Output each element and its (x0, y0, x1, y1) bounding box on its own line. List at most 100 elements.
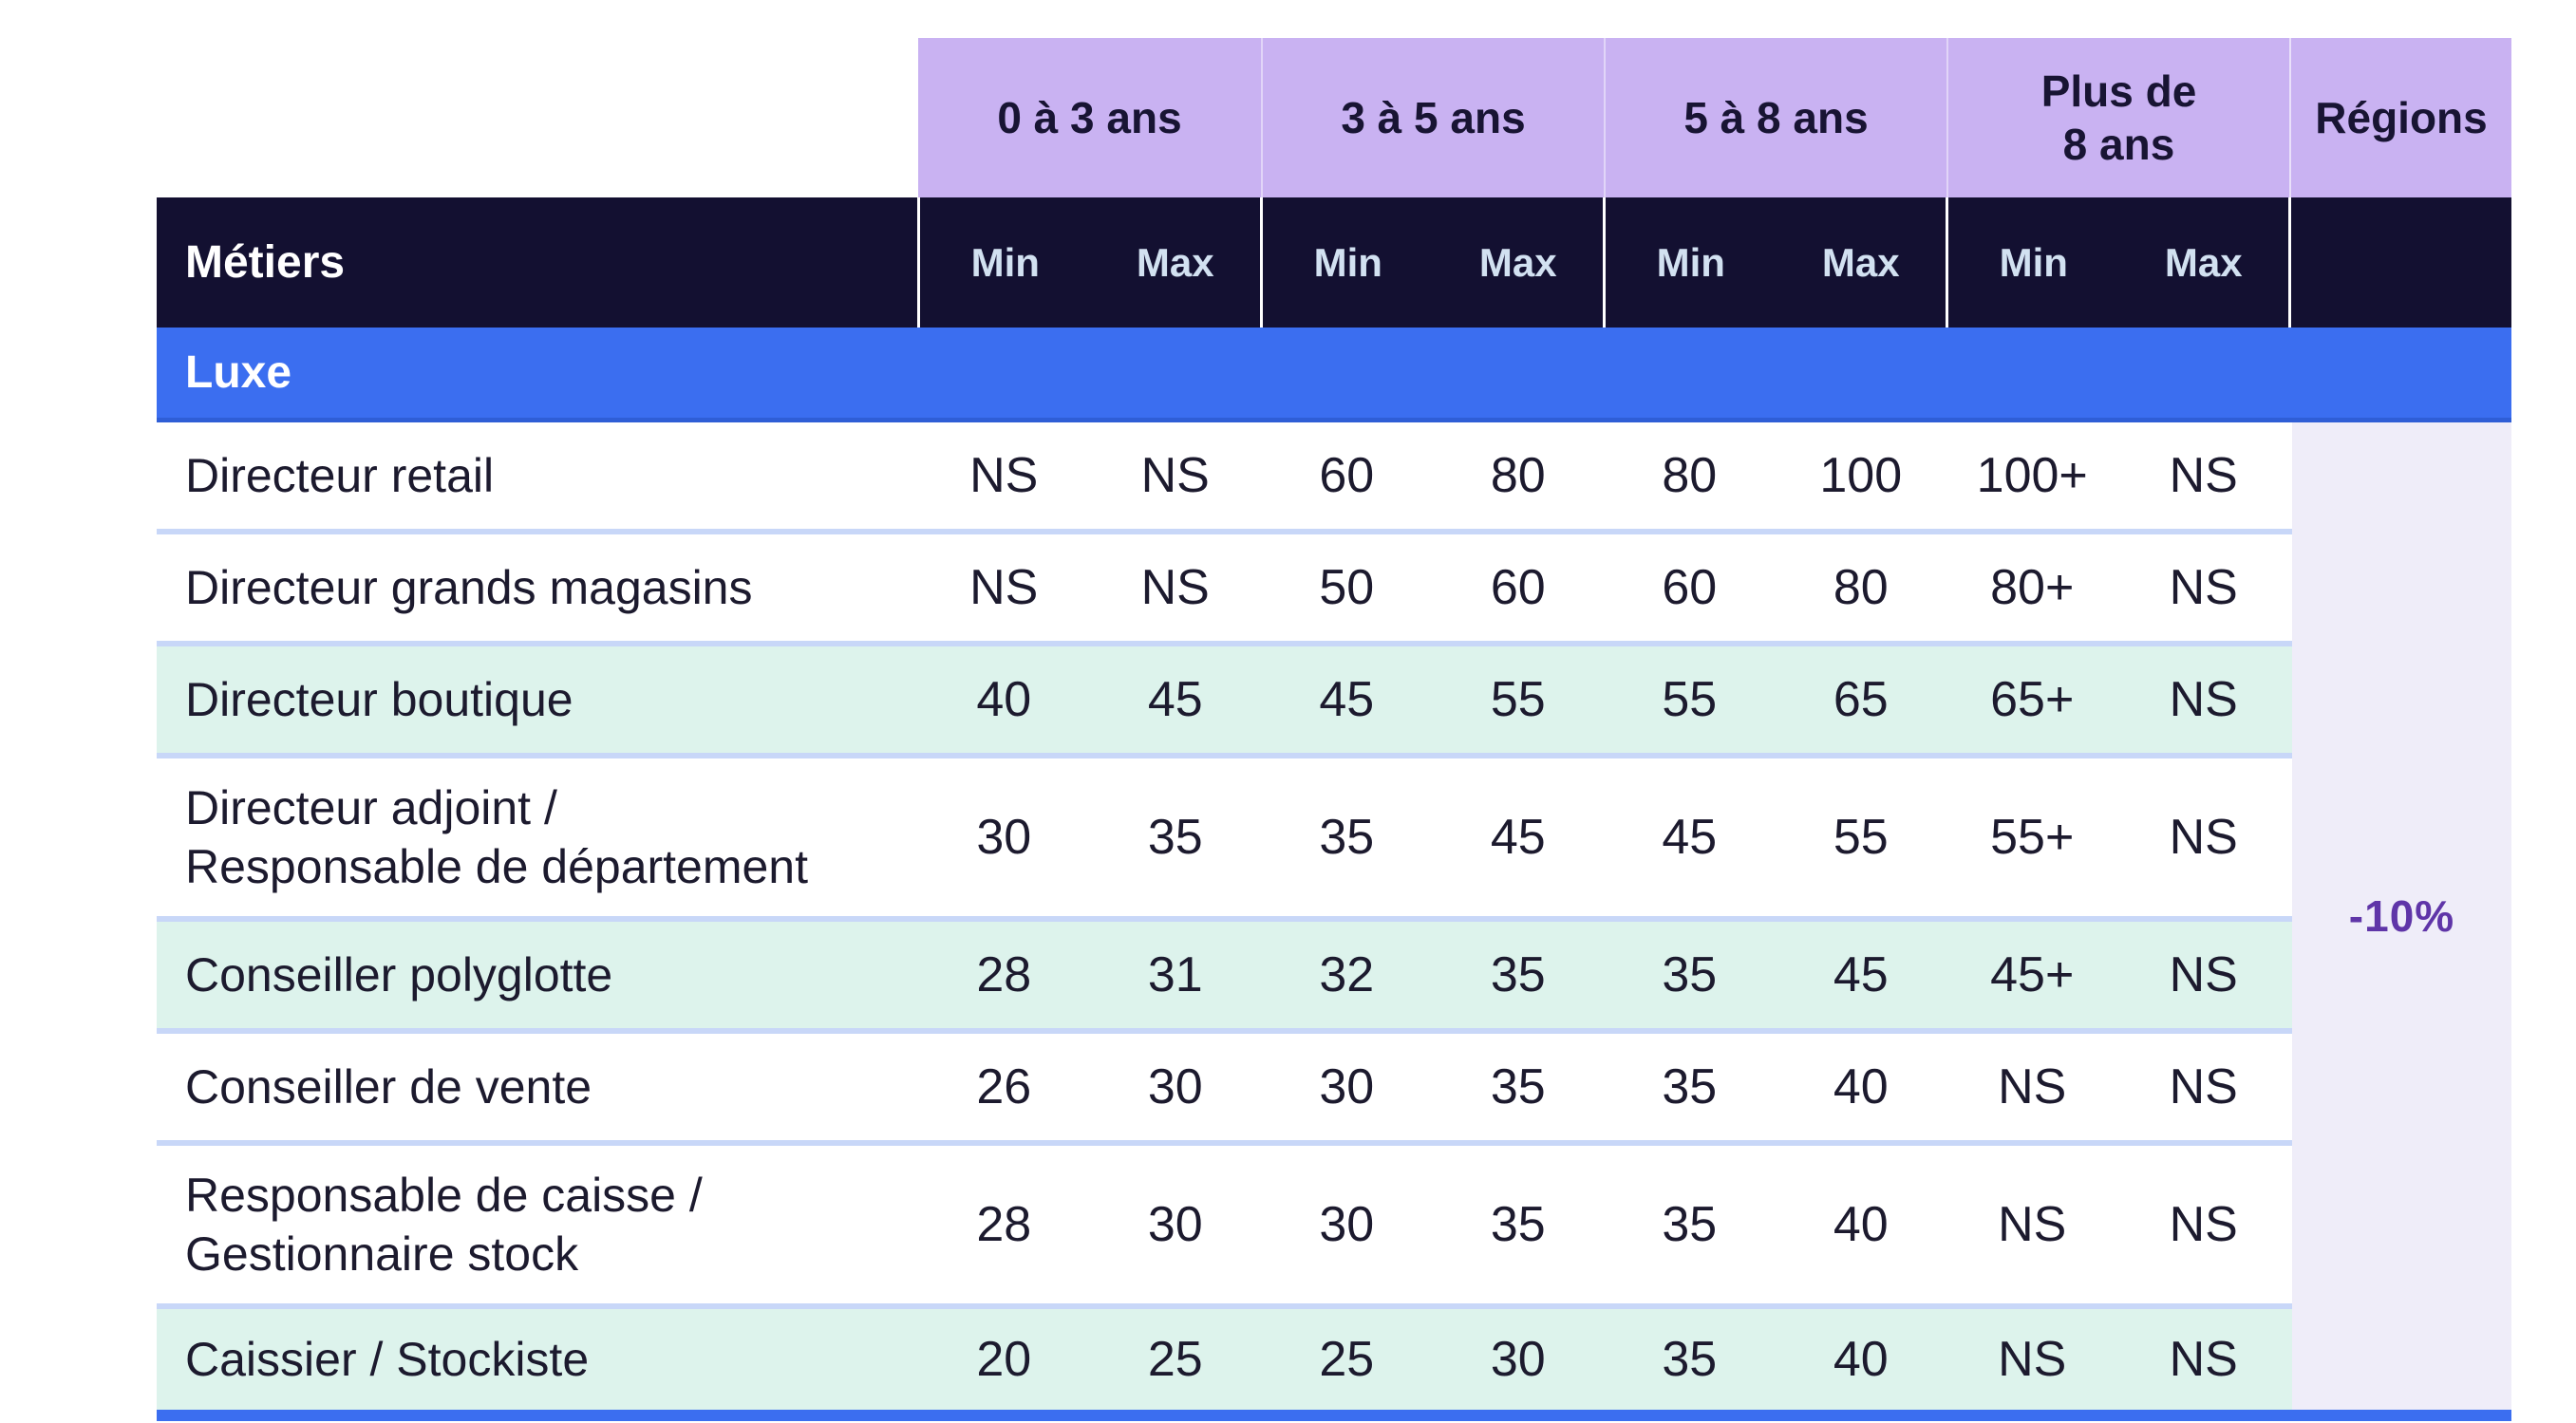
min-header: Min (970, 239, 1040, 285)
row-label: Directeur grands magasins (185, 561, 753, 614)
value-cell: 25 (1319, 1332, 1375, 1387)
value-cell: 55 (1662, 672, 1718, 727)
value-cell: 28 (976, 1197, 1032, 1252)
value-cell: NS (969, 448, 1039, 503)
value-cell: 35 (1662, 1059, 1718, 1114)
value-cell: 45 (1319, 672, 1375, 727)
row-label: Caissier / Stockiste (185, 1333, 590, 1386)
value-cell: 35 (1490, 1059, 1546, 1114)
value-cell: 55+ (1990, 810, 2075, 865)
experience-group-header: Plus de 8 ans (1946, 38, 2289, 197)
value-cell: 100+ (1976, 448, 2088, 503)
minmax-subheaders: Min Max Min Max Min Max Min Max (917, 197, 2288, 328)
regions-header-cell: Régions (2289, 38, 2511, 197)
table-row: Caissier / Stockiste 20 25 25 30 35 40 NS NS (157, 1309, 2511, 1410)
max-header: Max (1136, 239, 1214, 285)
value-cell: 31 (1147, 947, 1203, 1002)
value-cell: 60 (1490, 560, 1546, 615)
value-cell: NS (1140, 448, 1210, 503)
value-cell: NS (969, 560, 1039, 615)
value-cell: 40 (976, 672, 1032, 727)
regions-header-label: Régions (2315, 93, 2488, 142)
value-cell: 45 (1833, 947, 1889, 1002)
max-header: Max (1478, 239, 1557, 285)
value-cell: 55 (1490, 672, 1546, 727)
value-cell: 60 (1319, 448, 1375, 503)
value-cell: NS (1998, 1059, 2067, 1114)
table-row: Conseiller polyglotte 28 31 32 35 35 45 45+ NS (157, 922, 2511, 1034)
salary-table: 0 à 3 ans 3 à 5 ans 5 à 8 ans Plus de 8 ans… (157, 38, 2511, 1421)
table-row: Directeur retail NS NS 60 80 80 100 100+ NS (157, 422, 2511, 534)
value-cell: 65+ (1990, 672, 2075, 727)
value-cell: 35 (1490, 1197, 1546, 1252)
experience-header-band: 0 à 3 ans 3 à 5 ans 5 à 8 ans Plus de 8 ans… (918, 38, 2511, 197)
value-cell: 30 (1490, 1332, 1546, 1387)
row-label: Conseiller de vente (185, 1060, 592, 1114)
value-cell: NS (2169, 947, 2238, 1002)
max-header: Max (1821, 239, 1900, 285)
value-cell: 40 (1833, 1332, 1889, 1387)
minmax-subheader-group: Min Max (917, 197, 1260, 328)
value-cell: NS (2169, 1197, 2238, 1252)
table-body: Directeur retail NS NS 60 80 80 100 100+ NS Direc… (157, 422, 2511, 1410)
value-cell: 30 (976, 810, 1032, 865)
value-cell: NS (2169, 810, 2238, 865)
value-cell: 35 (1490, 947, 1546, 1002)
experience-groups: 0 à 3 ans 3 à 5 ans 5 à 8 ans Plus de 8 ans (918, 38, 2289, 197)
minmax-subheader-group: Min Max (1946, 197, 2288, 328)
value-cell: 65 (1833, 672, 1889, 727)
value-cell: 45 (1147, 672, 1203, 727)
value-cell: 45 (1662, 810, 1718, 865)
value-cell: NS (1998, 1332, 2067, 1387)
value-cell: 80+ (1990, 560, 2075, 615)
table-row: Conseiller de vente 26 30 30 35 35 40 NS NS (157, 1034, 2511, 1146)
value-cell: 50 (1319, 560, 1375, 615)
value-cell: 30 (1319, 1059, 1375, 1114)
next-section-strip (157, 1410, 2511, 1421)
section-label: Luxe (185, 347, 292, 398)
table-row: Directeur grands magasins NS NS 50 60 60 80 80+… (157, 534, 2511, 646)
experience-group-header: 5 à 8 ans (1604, 38, 1946, 197)
minmax-subheader-group: Min Max (1260, 197, 1603, 328)
value-cell: 40 (1833, 1059, 1889, 1114)
minmax-subheader-group: Min Max (1603, 197, 1946, 328)
row-label: Directeur boutique (185, 673, 573, 726)
table-row: Responsable de caisse / Gestionnaire sto… (157, 1146, 2511, 1309)
value-cell: 45+ (1990, 947, 2075, 1002)
experience-group-header: 3 à 5 ans (1261, 38, 1604, 197)
value-cell: 60 (1662, 560, 1718, 615)
value-cell: NS (2169, 560, 2238, 615)
regions-value-column: -10% (2292, 422, 2511, 1410)
value-cell: NS (1998, 1197, 2067, 1252)
row-label: Responsable de caisse / Gestionnaire sto… (185, 1169, 703, 1281)
value-cell: 100 (1819, 448, 1903, 503)
value-cell: 20 (976, 1332, 1032, 1387)
value-cell: NS (1140, 560, 1210, 615)
row-label: Directeur retail (185, 449, 495, 502)
max-header: Max (2164, 239, 2243, 285)
value-cell: 45 (1490, 810, 1546, 865)
value-cell: 55 (1833, 810, 1889, 865)
metiers-header-cell: Métiers (157, 197, 917, 328)
column-header-row: Métiers Min Max Min Max Min Max Min Max (157, 197, 2511, 328)
value-cell: 80 (1833, 560, 1889, 615)
value-cell: NS (2169, 448, 2238, 503)
value-cell: 35 (1147, 810, 1203, 865)
value-cell: 30 (1319, 1197, 1375, 1252)
value-cell: 30 (1147, 1059, 1203, 1114)
value-cell: NS (2169, 1059, 2238, 1114)
value-cell: 40 (1833, 1197, 1889, 1252)
value-cell: 80 (1490, 448, 1546, 503)
value-cell: 35 (1662, 947, 1718, 1002)
value-cell: 35 (1319, 810, 1375, 865)
value-cell: NS (2169, 672, 2238, 727)
value-cell: 30 (1147, 1197, 1203, 1252)
value-cell: NS (2169, 1332, 2238, 1387)
table-row: Directeur adjoint / Responsable de dépar… (157, 758, 2511, 922)
experience-group-header: 0 à 3 ans (918, 38, 1261, 197)
value-cell: 25 (1147, 1332, 1203, 1387)
value-cell: 35 (1662, 1332, 1718, 1387)
value-cell: 80 (1662, 448, 1718, 503)
value-cell: 26 (976, 1059, 1032, 1114)
row-label: Directeur adjoint / Responsable de dépar… (185, 781, 809, 893)
